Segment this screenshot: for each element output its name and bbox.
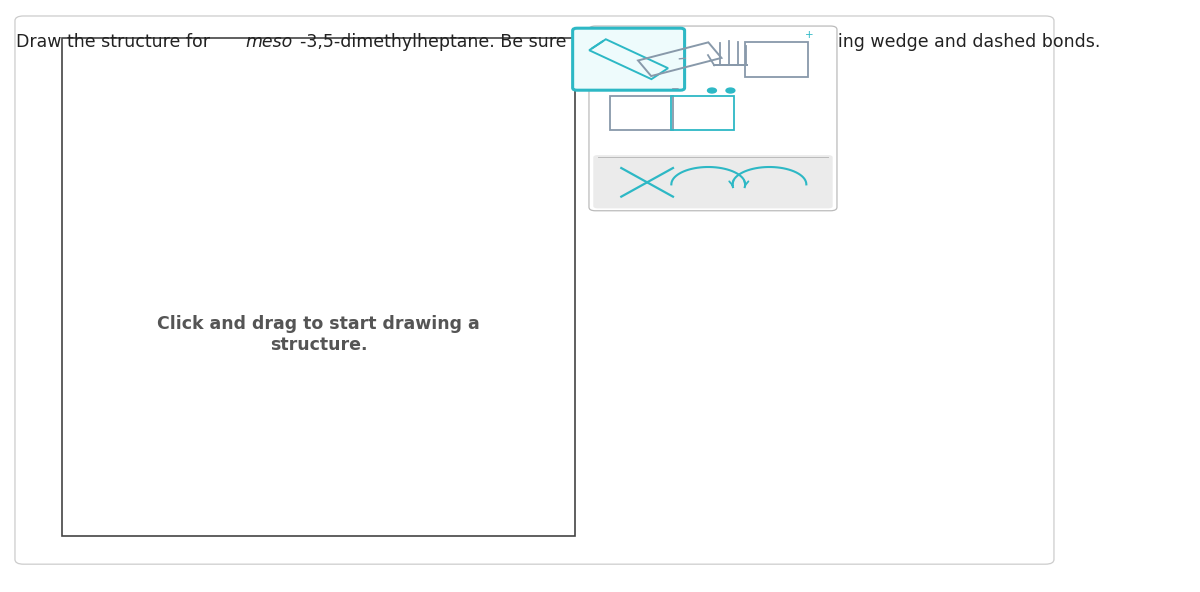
Text: Click and drag to start drawing a
structure.: Click and drag to start drawing a struct… bbox=[157, 315, 480, 354]
Bar bbox=[611, 96, 673, 130]
Text: −: − bbox=[671, 83, 679, 94]
FancyBboxPatch shape bbox=[14, 16, 1054, 564]
Text: Draw the structure for: Draw the structure for bbox=[16, 33, 216, 50]
Text: -3,5-dimethylheptane. Be sure to indicate stereochemistry using wedge and dashed: -3,5-dimethylheptane. Be sure to indicat… bbox=[300, 33, 1100, 50]
Text: +: + bbox=[805, 30, 814, 40]
Bar bbox=[62, 38, 575, 536]
FancyBboxPatch shape bbox=[572, 28, 684, 90]
Circle shape bbox=[708, 88, 716, 93]
Text: meso: meso bbox=[245, 33, 293, 50]
Bar bbox=[671, 96, 734, 130]
FancyBboxPatch shape bbox=[589, 26, 836, 211]
FancyBboxPatch shape bbox=[593, 155, 833, 208]
Bar bbox=[745, 42, 808, 76]
Circle shape bbox=[726, 88, 734, 93]
